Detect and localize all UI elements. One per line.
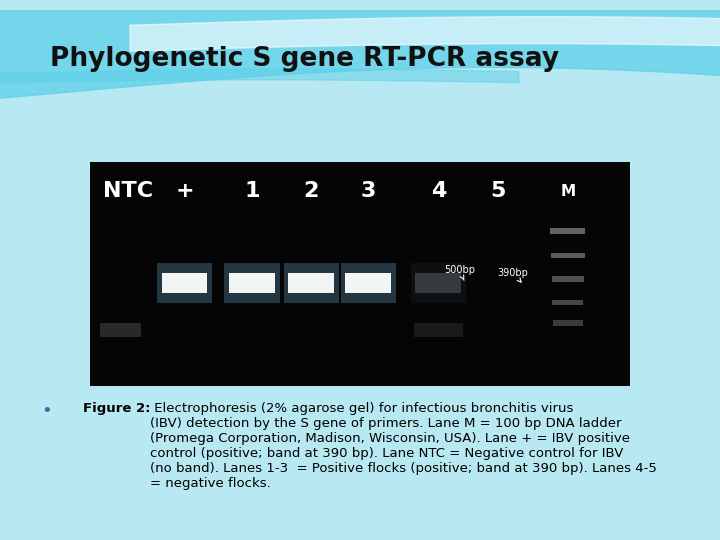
Text: 390bp: 390bp <box>498 268 528 282</box>
Bar <box>225 263 279 303</box>
Bar <box>552 300 583 306</box>
Bar <box>100 323 141 337</box>
Text: 4: 4 <box>431 181 446 201</box>
Bar <box>551 253 585 258</box>
Text: 3: 3 <box>361 181 376 201</box>
Text: Phylogenetic S gene RT-PCR assay: Phylogenetic S gene RT-PCR assay <box>50 46 559 72</box>
Text: 500bp: 500bp <box>444 265 474 280</box>
Bar <box>550 228 585 234</box>
Text: NTC: NTC <box>103 181 153 201</box>
Text: •: • <box>42 402 52 420</box>
Bar <box>414 323 462 337</box>
Bar <box>553 320 582 326</box>
Bar <box>415 273 462 293</box>
Bar <box>341 263 396 303</box>
Bar <box>552 276 584 282</box>
Text: Electrophoresis (2% agarose gel) for infectious bronchitis virus
(IBV) detection: Electrophoresis (2% agarose gel) for inf… <box>150 402 657 490</box>
Text: M: M <box>560 184 575 199</box>
Bar <box>157 263 212 303</box>
Text: +: + <box>175 181 194 201</box>
Text: 2: 2 <box>304 181 319 201</box>
Bar <box>345 273 391 293</box>
Bar <box>410 263 466 303</box>
Text: Figure 2:: Figure 2: <box>83 402 150 415</box>
Text: 5: 5 <box>490 181 505 201</box>
Bar <box>161 273 207 293</box>
Bar <box>284 263 339 303</box>
Bar <box>229 273 275 293</box>
Bar <box>289 273 334 293</box>
Bar <box>90 162 630 386</box>
Text: 1: 1 <box>244 181 260 201</box>
